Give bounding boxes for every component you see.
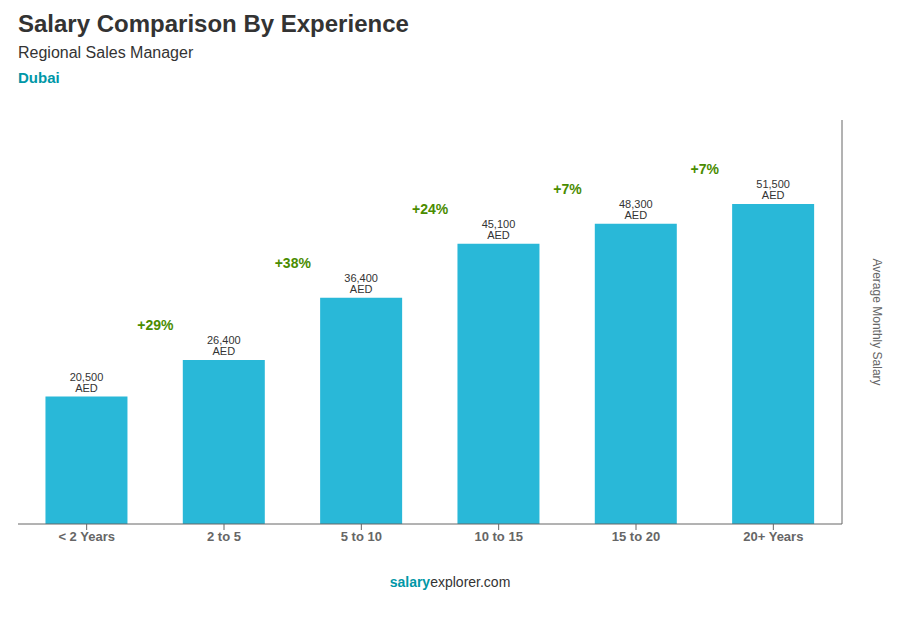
svg-text:+24%: +24% (412, 201, 449, 217)
svg-text:20+ Years: 20+ Years (743, 529, 803, 544)
html-text:Dubai: Dubai (18, 69, 60, 86)
svg-text:26,400AED: 26,400AED (207, 334, 241, 357)
svg-text:15 to 20: 15 to 20 (612, 529, 660, 544)
svg-text:45,100AED: 45,100AED (482, 218, 516, 241)
html-text:Salary Comparison By Experienc: Salary Comparison By Experience (18, 10, 409, 37)
svg-text:+7%: +7% (691, 161, 720, 177)
svg-text:51,500AED: 51,500AED (756, 178, 790, 201)
svg-text:+38%: +38% (275, 255, 312, 271)
svg-text:10 to 15: 10 to 15 (474, 529, 522, 544)
svg-text:48,300AED: 48,300AED (619, 198, 653, 221)
svg-text:5 to 10: 5 to 10 (341, 529, 382, 544)
svg-text:2 to 5: 2 to 5 (207, 529, 241, 544)
html-text:salary explorer.com: salary explorer.com (389, 574, 511, 590)
html-text:Regional Sales Manager: Regional Sales Manager (18, 44, 194, 61)
svg-text:+29%: +29% (137, 317, 174, 333)
svg-text:36,400AED: 36,400AED (344, 272, 378, 295)
svg-text:Average Monthly Salary: Average Monthly Salary (870, 258, 884, 385)
svg-text:< 2 Years: < 2 Years (58, 529, 115, 544)
svg-text:20,500AED: 20,500AED (70, 371, 104, 394)
svg-text:+7%: +7% (553, 181, 582, 197)
